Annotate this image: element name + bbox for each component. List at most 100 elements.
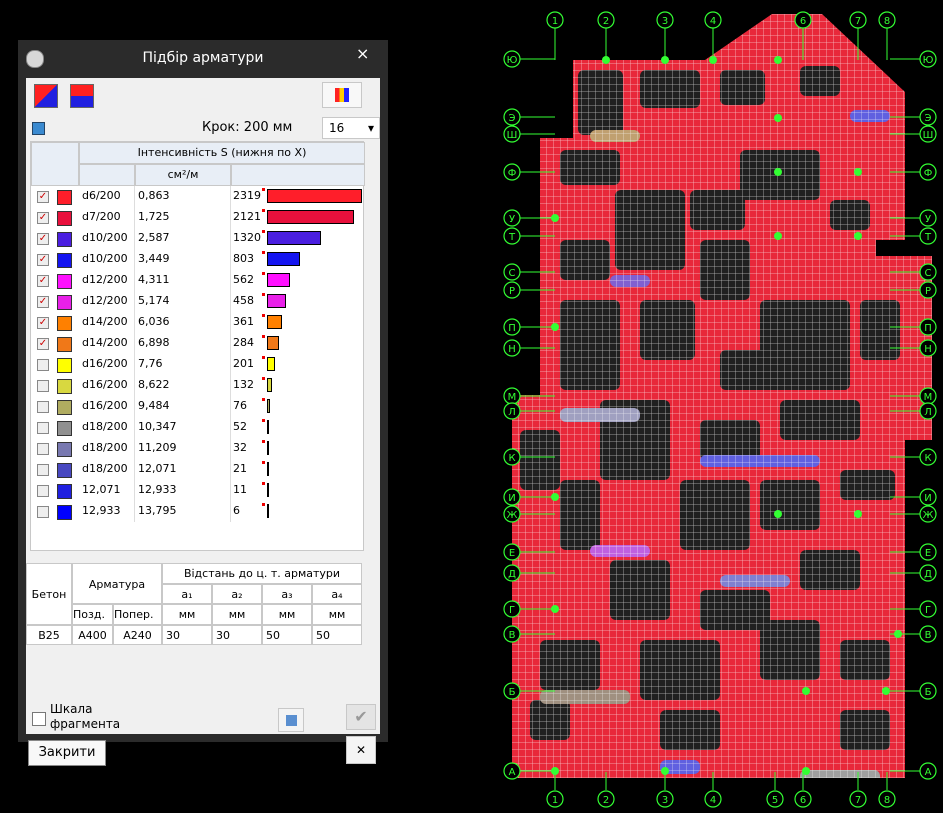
- axis-label: Ф: [924, 168, 933, 179]
- axis-bubble: [919, 448, 937, 466]
- row-checkbox[interactable]: ✓: [37, 233, 49, 245]
- flag: [262, 272, 265, 275]
- row-count: 11: [233, 483, 247, 496]
- row-checkbox[interactable]: ✓: [37, 275, 49, 287]
- row-count: 132: [233, 378, 254, 391]
- axis-bubble: [503, 625, 521, 643]
- row-value: 9,484: [135, 396, 231, 417]
- color-swatch: [57, 316, 72, 331]
- bar: [267, 315, 282, 329]
- axis-bubble: [503, 227, 521, 245]
- tool-button[interactable]: [34, 84, 58, 108]
- ok-button[interactable]: ✔: [346, 704, 376, 730]
- row-checkbox[interactable]: ✓: [37, 191, 49, 203]
- axis-bubble: [919, 50, 937, 68]
- row-count: 458: [233, 294, 254, 307]
- axis-bubble: [503, 50, 521, 68]
- axis-label: 2: [603, 16, 609, 27]
- axis-bubble: [919, 488, 937, 506]
- row-label: d18/200: [79, 417, 135, 438]
- row-count: 6: [233, 504, 240, 517]
- checkbox[interactable]: [32, 712, 46, 726]
- node-dot: [894, 630, 902, 638]
- axis-label: 7: [855, 16, 861, 27]
- row-count: 562: [233, 273, 254, 286]
- axis-bubble: [503, 448, 521, 466]
- axis-label: Р: [925, 286, 931, 297]
- row-checkbox[interactable]: ✓: [37, 338, 49, 350]
- node-dot: [854, 168, 862, 176]
- axis-bubble: [919, 600, 937, 618]
- row-value: 11,209: [135, 438, 231, 459]
- tool-button[interactable]: [70, 84, 94, 108]
- row-value: 7,76: [135, 354, 231, 375]
- row-count: 361: [233, 315, 254, 328]
- axis-label: И: [924, 493, 931, 504]
- axis-label: 4: [710, 16, 716, 27]
- bar: [267, 462, 269, 476]
- row-checkbox[interactable]: ✓: [37, 317, 49, 329]
- axis-bubble: [919, 339, 937, 357]
- row-checkbox[interactable]: [37, 443, 49, 455]
- params-table: Бетон Арматура Відстань до ц. т. арматур…: [26, 563, 362, 645]
- axis-bubble: [503, 318, 521, 336]
- axis-bubble: [503, 505, 521, 523]
- axis-bubble: [919, 125, 937, 143]
- row-value: 8,622: [135, 375, 231, 396]
- close-button[interactable]: Закрити: [28, 740, 106, 766]
- row-checkbox[interactable]: [37, 464, 49, 476]
- flip-button[interactable]: ✕: [346, 736, 376, 764]
- flag: [262, 356, 265, 359]
- unit: мм: [212, 604, 262, 625]
- close-x[interactable]: ×: [356, 44, 370, 63]
- app-icon: [26, 50, 44, 68]
- bar: [267, 357, 276, 371]
- row-label: d12/200: [79, 270, 135, 291]
- row-label: 12,933: [79, 501, 135, 522]
- axis-bubble: [919, 209, 937, 227]
- row-checkbox[interactable]: ✓: [37, 296, 49, 308]
- row-label: d16/200: [79, 354, 135, 375]
- color-swatch: [57, 232, 72, 247]
- row-value: 1,725: [135, 207, 231, 228]
- row-checkbox[interactable]: ✓: [37, 254, 49, 266]
- row-count: 32: [233, 441, 247, 454]
- axis-bubble: [503, 108, 521, 126]
- scale-line: фрагмента: [50, 717, 121, 731]
- axis-bubble: [794, 11, 812, 29]
- node-dot: [802, 767, 810, 775]
- step-select[interactable]: 16 ▾: [322, 117, 380, 139]
- bar: [267, 483, 269, 497]
- axis-bubble: [597, 11, 615, 29]
- tool-button[interactable]: [322, 82, 362, 108]
- axis-label: В: [509, 630, 516, 641]
- axis-label: 3: [662, 795, 668, 806]
- axis-bubble: [878, 790, 896, 808]
- node-dot: [774, 56, 782, 64]
- axis-label: Ю: [923, 55, 934, 66]
- toggle[interactable]: [32, 122, 45, 135]
- axis-bubble: [849, 11, 867, 29]
- row-count: 2319: [233, 189, 261, 202]
- row-checkbox[interactable]: [37, 359, 49, 371]
- row-checkbox[interactable]: ✓: [37, 212, 49, 224]
- row-checkbox[interactable]: [37, 485, 49, 497]
- axis-label: Л: [924, 407, 932, 418]
- node-dot: [551, 767, 559, 775]
- row-checkbox[interactable]: [37, 422, 49, 434]
- axis-label: 1: [552, 795, 558, 806]
- axis-label: Р: [509, 286, 515, 297]
- flag: [262, 314, 265, 317]
- icon-button[interactable]: [278, 708, 304, 732]
- row-checkbox[interactable]: [37, 401, 49, 413]
- row-checkbox[interactable]: [37, 506, 49, 518]
- axis-bubble: [503, 762, 521, 780]
- row-label: d10/200: [79, 228, 135, 249]
- scale-line: Шкала: [50, 702, 93, 716]
- row-checkbox[interactable]: [37, 380, 49, 392]
- axis-bubble: [503, 281, 521, 299]
- node-dot: [551, 493, 559, 501]
- node-dot: [854, 510, 862, 518]
- color-swatch: [57, 274, 72, 289]
- color-swatch: [57, 337, 72, 352]
